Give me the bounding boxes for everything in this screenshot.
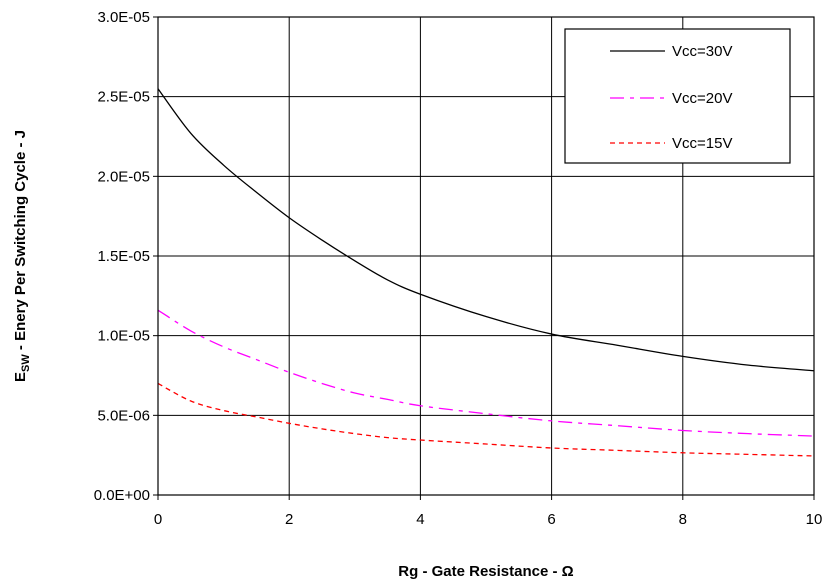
series-line-vcc-15v xyxy=(157,382,815,457)
x-tick-label: 6 xyxy=(547,511,555,528)
series-line-vcc-30v xyxy=(157,88,815,372)
y-axis-ticks: 0.0E+00 5.0E-06 1.0E-05 1.5E-05 2.0E-05 2.5E-… xyxy=(94,9,158,504)
y-tick-label: 1.5E-05 xyxy=(97,248,150,265)
y-tick-label: 1.0E-05 xyxy=(97,328,150,345)
y-tick-label: 0.0E+00 xyxy=(94,487,150,504)
x-tick-label: 4 xyxy=(416,511,424,528)
y-tick-label: 5.0E-06 xyxy=(97,407,150,424)
y-axis-title-rest: - Enery Per Switching Cycle - J xyxy=(12,130,29,354)
y-axis-title-main: E xyxy=(12,372,29,382)
y-axis-title-subscript: SW xyxy=(20,354,32,372)
x-tick-label: 10 xyxy=(806,511,823,528)
x-tick-label: 8 xyxy=(679,511,687,528)
y-axis-title: ESW - Enery Per Switching Cycle - J xyxy=(12,130,32,382)
x-tick-label: 2 xyxy=(285,511,293,528)
legend-label-vcc-30v: Vcc=30V xyxy=(672,43,732,60)
y-tick-label: 2.0E-05 xyxy=(97,168,150,185)
series-lines xyxy=(157,88,815,457)
legend-box xyxy=(564,28,791,164)
y-tick-label: 2.5E-05 xyxy=(97,89,150,106)
y-tick-label: 3.0E-05 xyxy=(97,9,150,26)
x-tick-label: 0 xyxy=(154,511,162,528)
legend: Vcc=30V Vcc=20V Vcc=15V xyxy=(564,28,791,164)
x-axis-ticks: 0 2 4 6 8 10 xyxy=(154,495,823,528)
legend-label-vcc-15v: Vcc=15V xyxy=(672,135,732,152)
x-axis-title: Rg - Gate Resistance - Ω xyxy=(398,563,573,580)
legend-label-vcc-20v: Vcc=20V xyxy=(672,90,732,107)
grid xyxy=(157,16,815,496)
